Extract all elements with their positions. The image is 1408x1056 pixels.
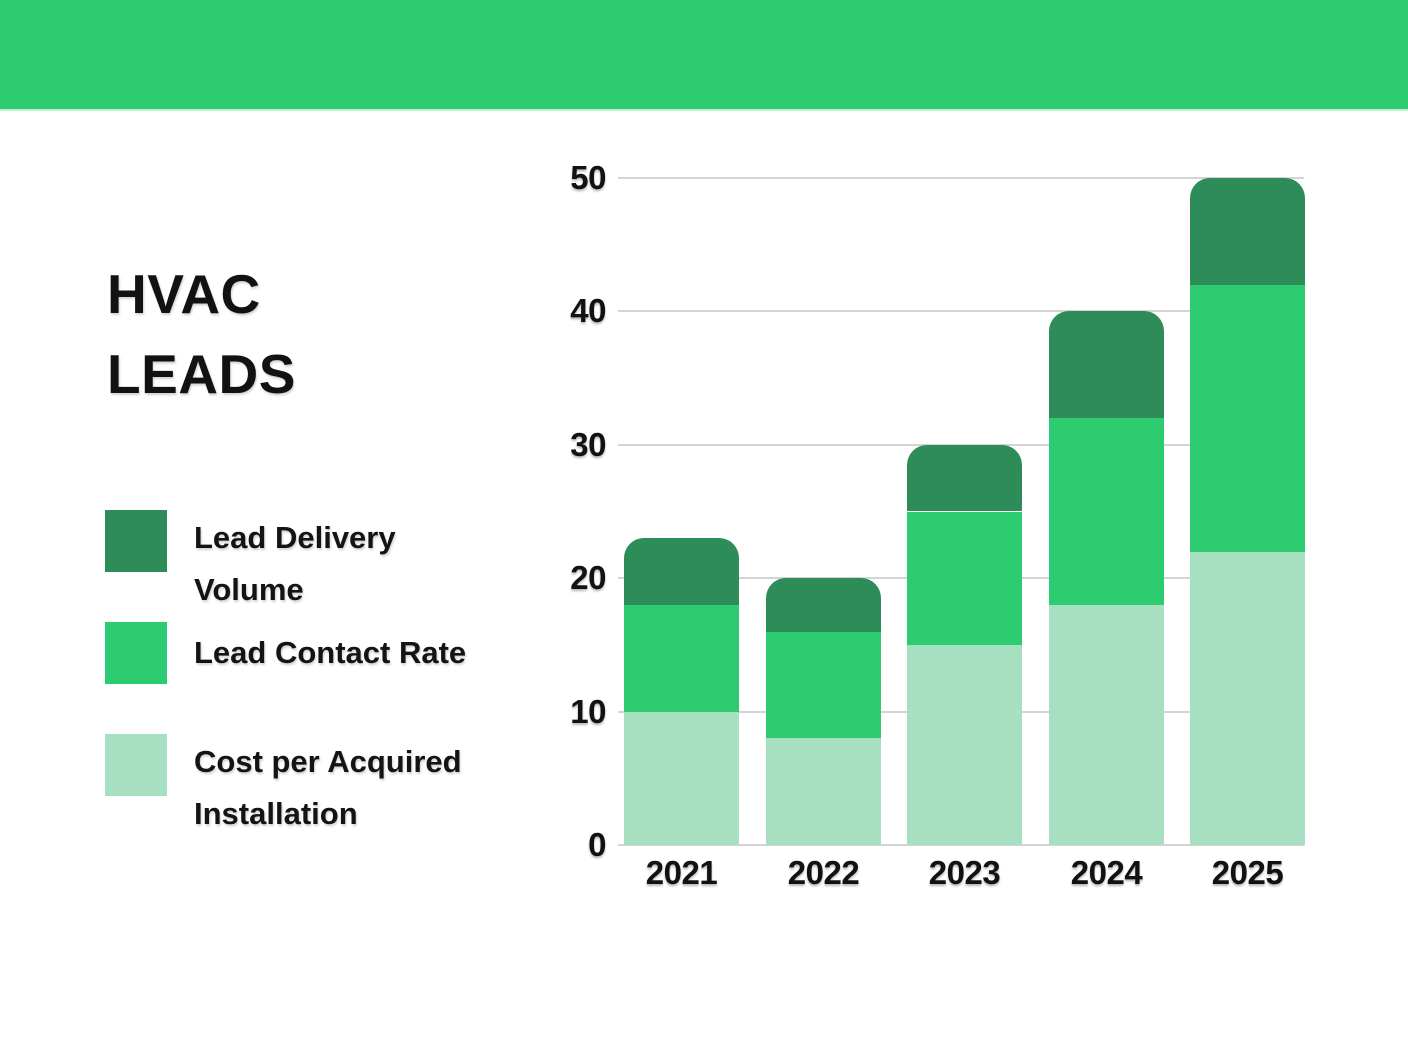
bar-segment-2021-lead-contact-rate	[624, 604, 739, 712]
page-title: HVAC LEADS	[107, 263, 296, 405]
x-axis-tick-label: 2023	[928, 854, 1001, 891]
light-green-swatch	[105, 734, 167, 796]
bar-segment-2022-lead-delivery-volume	[766, 578, 881, 632]
x-axis-tick-label: 2024	[1070, 854, 1143, 891]
bar-segment-2025-lead-contact-rate	[1190, 284, 1305, 552]
legend-item-lead-contact-rate: Lead Contact Rate	[105, 622, 466, 684]
header-bar	[0, 0, 1408, 111]
bar-segment-2021-lead-delivery-volume	[624, 538, 739, 605]
x-axis-tick-label: 2022	[787, 854, 860, 891]
x-axis-tick-label: 2025	[1211, 854, 1284, 891]
dark-green-swatch	[105, 510, 167, 572]
legend-label: Cost per Acquired Installation	[194, 744, 462, 831]
bar-segment-2021-cost-per-acquired-installation	[624, 711, 739, 845]
bar-segment-2023-lead-delivery-volume	[907, 444, 1022, 512]
bar-segment-2022-cost-per-acquired-installation	[766, 738, 881, 845]
bar-segment-2023-lead-contact-rate	[907, 511, 1022, 645]
legend-label: Lead Contact Rate	[194, 635, 467, 670]
gridline	[618, 844, 1304, 846]
bar-segment-2024-lead-contact-rate	[1049, 418, 1164, 605]
gridline	[618, 310, 1304, 313]
gridline	[618, 177, 1304, 179]
legend-item-cost-per-acquired-installation: Cost per Acquired Installation	[105, 734, 462, 840]
bar-segment-2023-cost-per-acquired-installation	[907, 644, 1022, 845]
y-axis-tick-label: 40	[570, 292, 606, 330]
y-axis-tick-label: 50	[570, 159, 606, 196]
bar-segment-2024-cost-per-acquired-installation	[1049, 604, 1164, 845]
bar-segment-2024-lead-delivery-volume	[1049, 311, 1164, 419]
bar-segment-2025-cost-per-acquired-installation	[1190, 551, 1305, 845]
y-axis-tick-label: 10	[570, 692, 606, 730]
legend-item-lead-delivery-volume: Lead Delivery Volume	[105, 510, 396, 616]
bar-segment-2025-lead-delivery-volume	[1190, 178, 1305, 285]
x-axis-tick-label: 2021	[645, 854, 718, 891]
bar-segment-2022-lead-contact-rate	[766, 631, 881, 739]
y-axis-tick-label: 20	[570, 559, 606, 597]
y-axis-tick-label: 0	[588, 826, 606, 863]
y-axis-tick-label: 30	[570, 425, 606, 463]
medium-green-swatch	[105, 622, 167, 684]
legend-label: Lead Delivery Volume	[194, 520, 396, 607]
